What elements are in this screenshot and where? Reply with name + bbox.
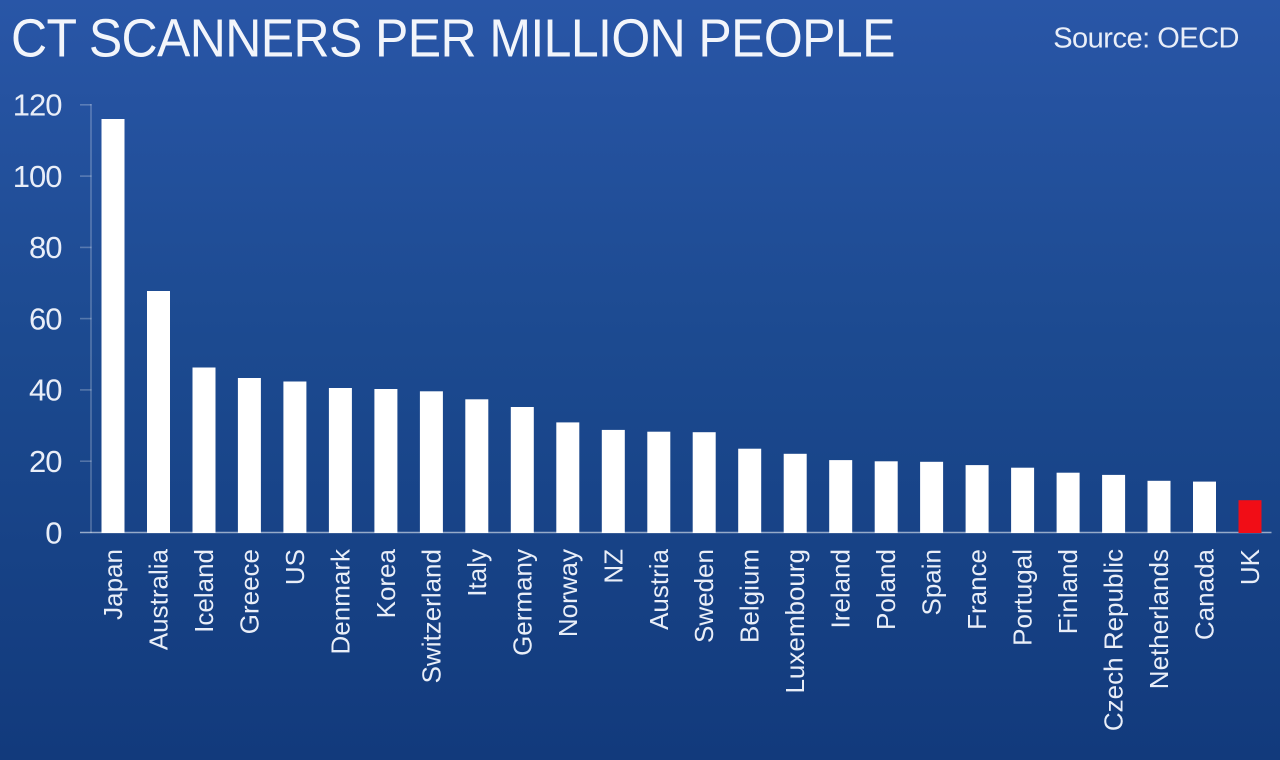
svg-text:Belgium: Belgium xyxy=(735,549,765,643)
svg-text:NZ: NZ xyxy=(598,549,628,584)
svg-text:Finland: Finland xyxy=(1053,549,1083,634)
svg-text:Japan: Japan xyxy=(98,549,128,620)
svg-text:Netherlands: Netherlands xyxy=(1144,549,1174,689)
svg-text:Norway: Norway xyxy=(553,549,583,637)
svg-text:60: 60 xyxy=(29,301,62,336)
svg-text:Austria: Austria xyxy=(644,548,674,629)
svg-text:80: 80 xyxy=(29,230,62,265)
svg-text:120: 120 xyxy=(13,88,62,123)
svg-text:Source: OECD: Source: OECD xyxy=(1053,23,1239,55)
svg-text:Luxembourg: Luxembourg xyxy=(780,549,810,694)
svg-text:Australia: Australia xyxy=(144,548,174,650)
svg-text:Ireland: Ireland xyxy=(826,549,856,629)
svg-text:0: 0 xyxy=(45,515,62,550)
svg-text:Spain: Spain xyxy=(917,549,947,616)
svg-text:Korea: Korea xyxy=(371,548,401,618)
svg-text:Switzerland: Switzerland xyxy=(416,549,446,683)
svg-text:US: US xyxy=(280,549,310,585)
svg-text:UK: UK xyxy=(1235,548,1265,585)
svg-text:Germany: Germany xyxy=(507,549,537,656)
svg-text:Sweden: Sweden xyxy=(689,549,719,643)
svg-text:Poland: Poland xyxy=(871,549,901,630)
svg-text:Denmark: Denmark xyxy=(325,548,355,654)
svg-text:40: 40 xyxy=(29,373,62,408)
svg-text:Italy: Italy xyxy=(462,549,492,597)
svg-text:France: France xyxy=(962,549,992,630)
svg-text:CT SCANNERS PER MILLION PEOPLE: CT SCANNERS PER MILLION PEOPLE xyxy=(11,8,895,68)
svg-text:Greece: Greece xyxy=(234,549,264,634)
svg-text:Iceland: Iceland xyxy=(189,549,219,633)
svg-text:Portugal: Portugal xyxy=(1008,549,1038,646)
svg-text:100: 100 xyxy=(13,159,62,194)
svg-text:20: 20 xyxy=(29,444,62,479)
svg-text:Canada: Canada xyxy=(1190,548,1220,640)
svg-text:Czech Republic: Czech Republic xyxy=(1099,549,1129,731)
